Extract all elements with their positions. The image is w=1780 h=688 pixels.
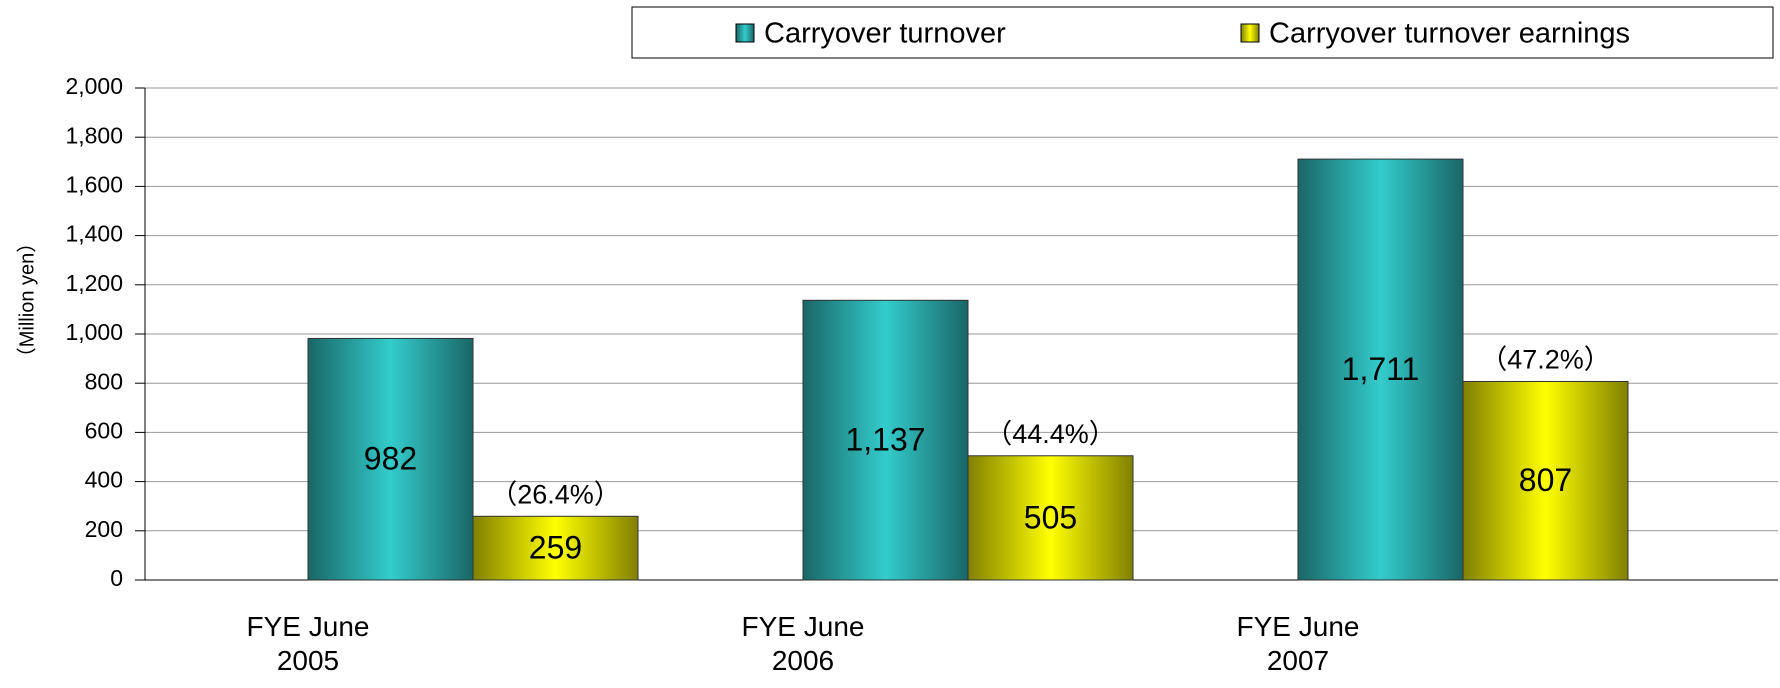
legend-swatch	[1240, 23, 1260, 43]
y-tick-label: 1,400	[65, 221, 123, 247]
y-tick-label: 1,800	[65, 122, 123, 148]
y-tick-label: 800	[85, 368, 123, 394]
y-tick-label: 2,000	[65, 73, 123, 99]
y-tick-label: 0	[110, 565, 123, 591]
y-axis-label: （Million yen）	[15, 233, 38, 367]
value-label: 1,137	[845, 422, 925, 458]
legend-label: Carryover turnover earnings	[1269, 18, 1630, 50]
legend-box	[631, 6, 1774, 59]
x-tick-label: FYE June 2005	[246, 611, 370, 676]
value-label: 982	[364, 441, 417, 477]
y-tick-label: 600	[85, 417, 123, 443]
x-tick-label: FYE June 2007	[1236, 611, 1360, 676]
bar	[1297, 158, 1464, 581]
bar	[307, 337, 474, 581]
value-label: 1,711	[1342, 351, 1420, 387]
x-tick-label: FYE June 2006	[741, 611, 865, 676]
bar	[1462, 380, 1629, 581]
bar	[967, 455, 1134, 581]
y-tick-label: 1,000	[65, 319, 123, 345]
y-tick-label: 1,600	[65, 171, 123, 197]
y-tick-label: 200	[85, 516, 123, 542]
annotation: （26.4%）	[490, 479, 621, 509]
value-label: 807	[1519, 462, 1572, 498]
annotation: （44.4%）	[985, 419, 1116, 449]
bar	[802, 299, 969, 581]
legend-swatch	[735, 23, 755, 43]
annotation: （47.2%）	[1480, 345, 1611, 375]
value-label: 505	[1024, 499, 1077, 535]
legend-label: Carryover turnover	[764, 18, 1006, 50]
y-tick-label: 1,200	[65, 270, 123, 296]
bar	[472, 515, 639, 581]
value-label: 259	[529, 530, 582, 566]
y-tick-label: 400	[85, 467, 123, 493]
